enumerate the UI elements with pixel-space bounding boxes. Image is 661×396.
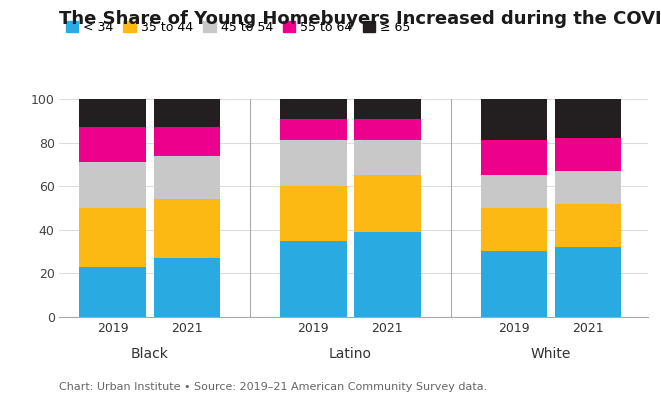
Bar — [354, 175, 420, 232]
Bar — [555, 247, 621, 317]
Bar — [354, 140, 420, 175]
Bar — [555, 204, 621, 247]
Text: Chart: Urban Institute • Source: 2019–21 American Community Survey data.: Chart: Urban Institute • Source: 2019–21… — [59, 382, 488, 392]
Bar — [79, 267, 146, 317]
Bar — [280, 99, 346, 118]
Bar — [481, 140, 547, 175]
Bar — [79, 99, 146, 127]
Bar — [354, 118, 420, 140]
Bar — [280, 240, 346, 317]
Text: Latino: Latino — [329, 347, 371, 361]
Bar — [354, 232, 420, 317]
Bar — [555, 138, 621, 171]
Bar — [79, 127, 146, 162]
Bar — [153, 156, 220, 199]
Bar — [481, 208, 547, 251]
Bar — [153, 199, 220, 258]
Bar — [79, 208, 146, 267]
Bar — [153, 258, 220, 317]
Text: Black: Black — [131, 347, 169, 361]
Bar — [280, 140, 346, 186]
Bar — [280, 186, 346, 240]
Bar — [481, 99, 547, 140]
Text: White: White — [531, 347, 571, 361]
Bar — [153, 99, 220, 127]
Bar — [481, 175, 547, 208]
Bar — [481, 251, 547, 317]
Text: The Share of Young Homebuyers Increased during the COVID-19 Pandemic: The Share of Young Homebuyers Increased … — [59, 10, 661, 28]
Bar — [555, 99, 621, 138]
Bar — [555, 171, 621, 204]
Bar — [153, 127, 220, 156]
Bar — [280, 118, 346, 140]
Legend: < 34, 35 to 44, 45 to 54, 55 to 64, ≥ 65: < 34, 35 to 44, 45 to 54, 55 to 64, ≥ 65 — [65, 21, 410, 34]
Bar — [79, 162, 146, 208]
Bar — [354, 99, 420, 118]
